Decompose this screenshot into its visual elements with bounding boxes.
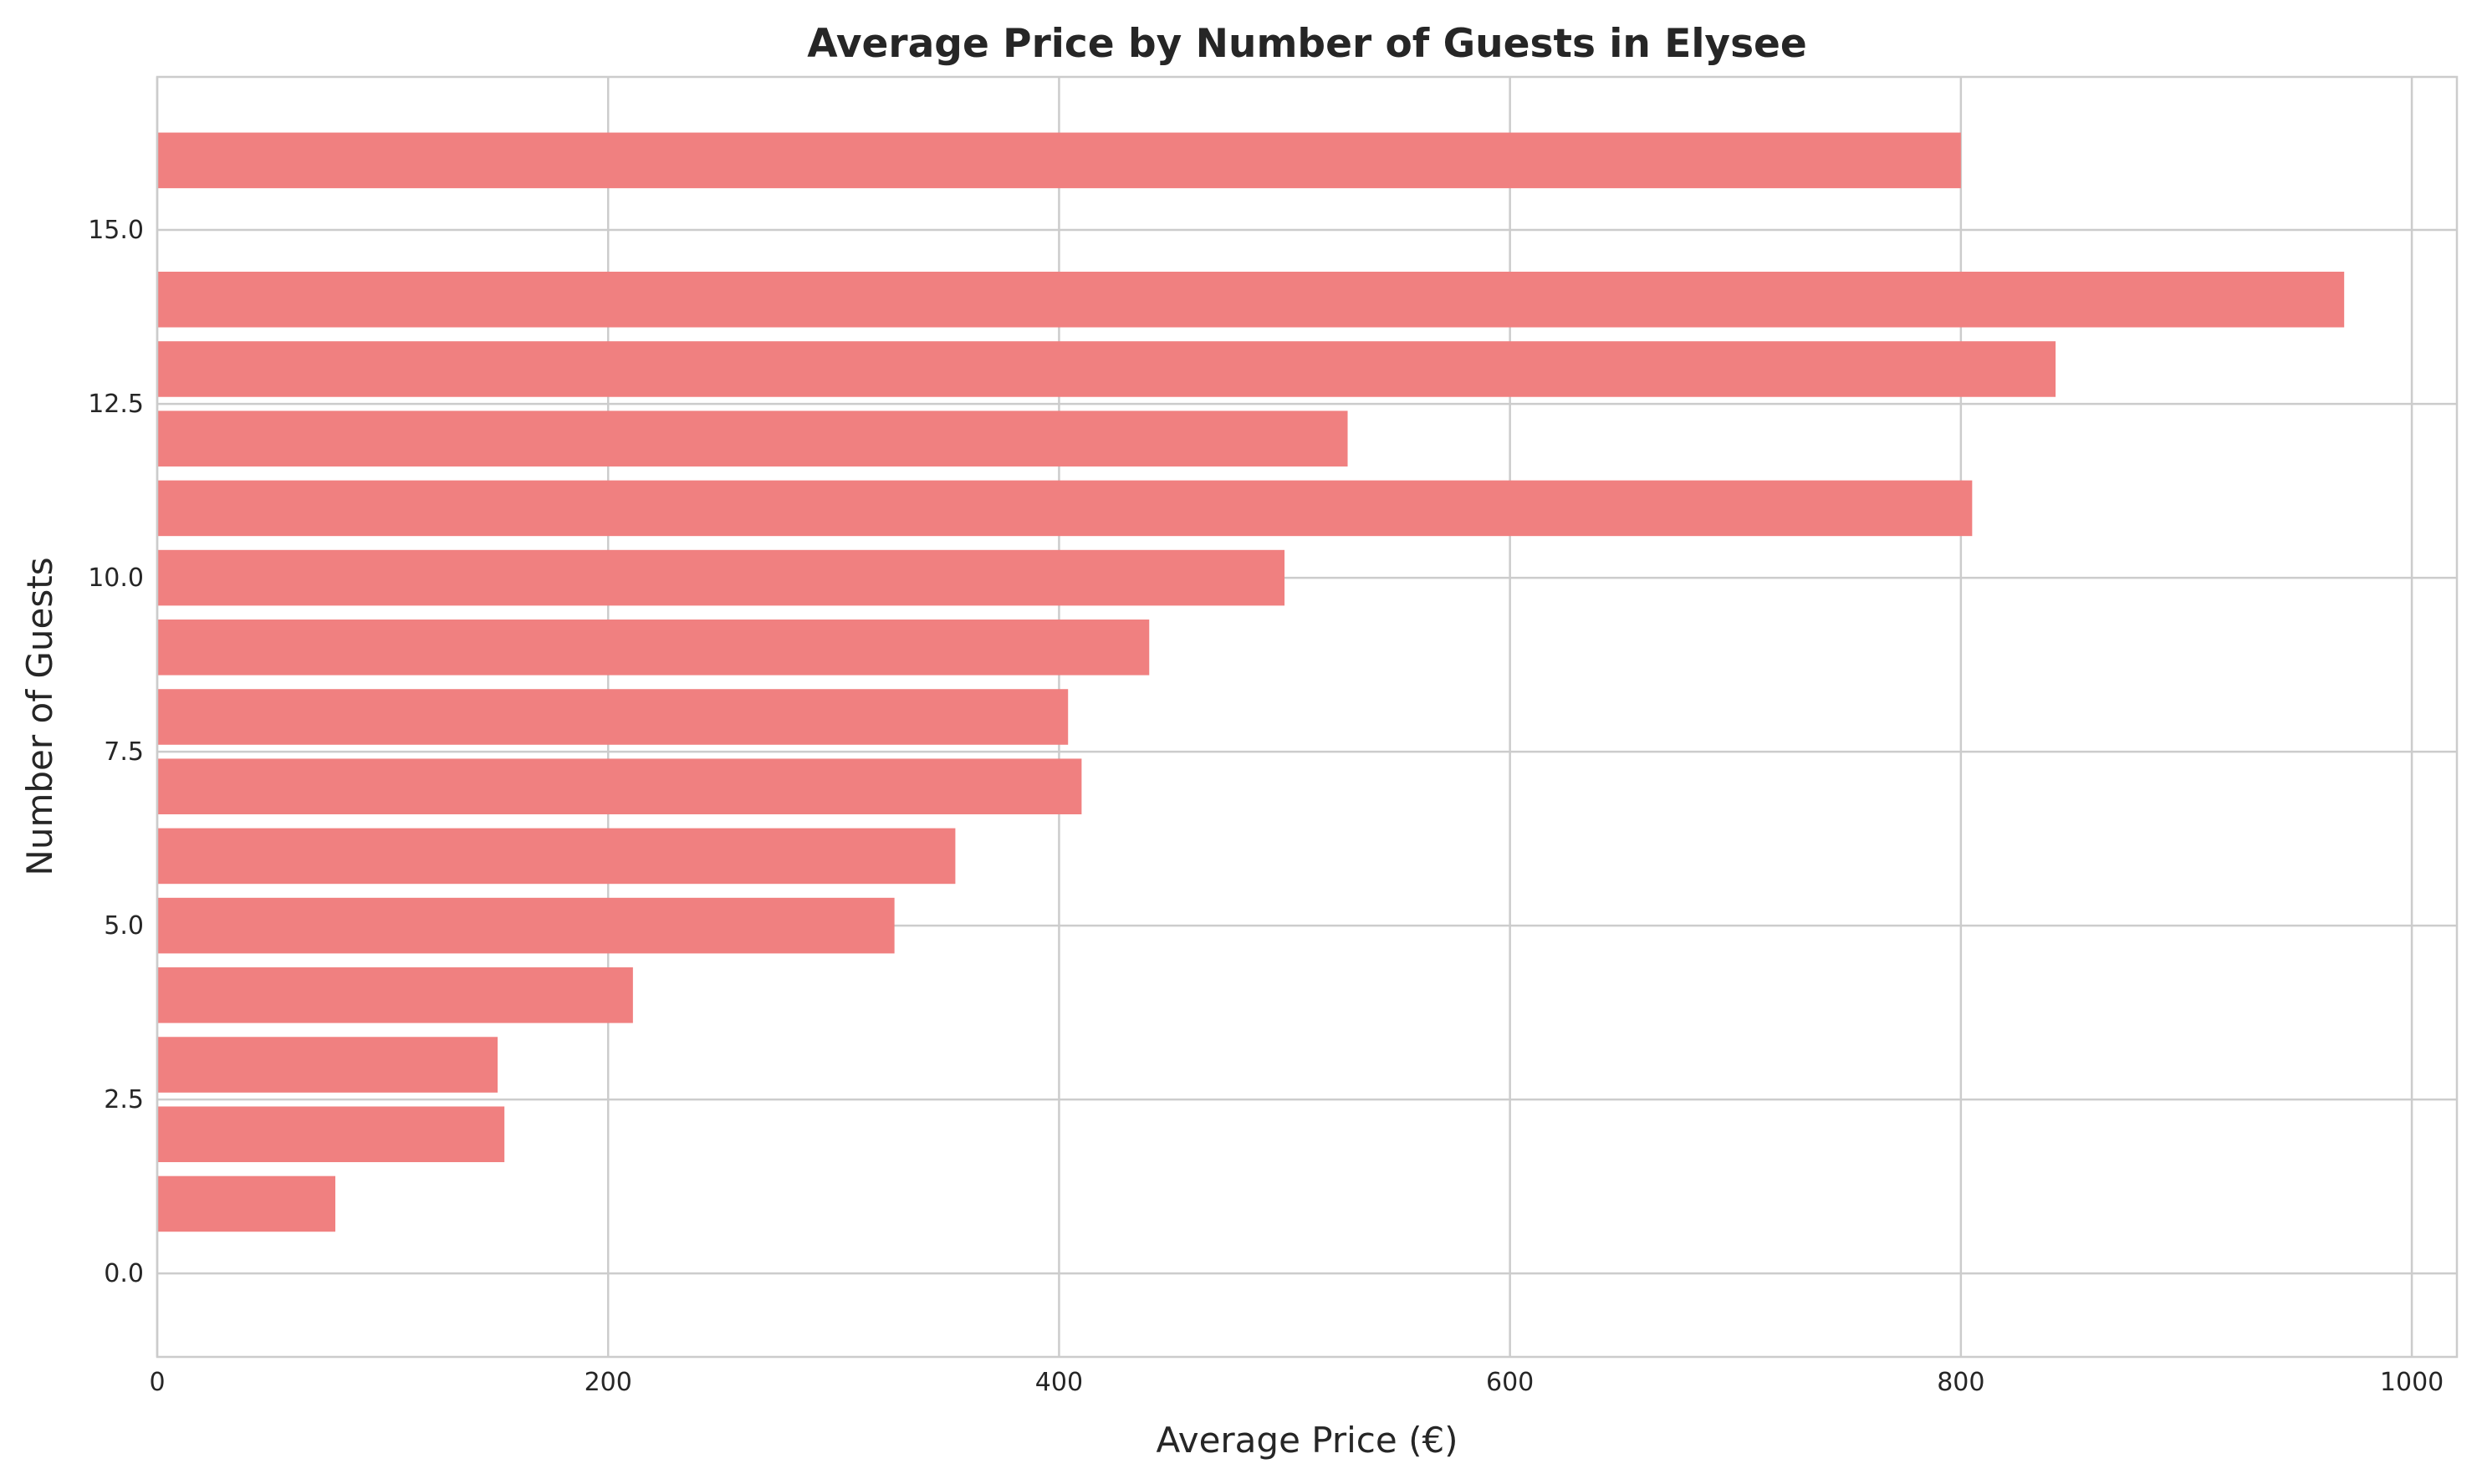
y-axis-label: Number of Guests xyxy=(19,557,60,875)
bar-guests-6 xyxy=(157,828,956,885)
bar-guests-11 xyxy=(157,480,1973,537)
x-tick-label: 0 xyxy=(149,1368,165,1397)
y-tick-label: 2.5 xyxy=(104,1085,144,1114)
bar-guests-16 xyxy=(157,132,1961,189)
bar-guests-1 xyxy=(157,1175,335,1232)
bar-guests-2 xyxy=(157,1106,505,1163)
bar-guests-9 xyxy=(157,620,1150,676)
x-tick-label: 400 xyxy=(1035,1368,1083,1397)
bar-guests-14 xyxy=(157,271,2345,328)
x-tick-label: 1000 xyxy=(2380,1368,2444,1397)
bar-guests-4 xyxy=(157,967,633,1023)
y-tick-label: 10.0 xyxy=(88,564,144,593)
y-tick-label: 15.0 xyxy=(88,216,144,245)
x-axis-label: Average Price (€) xyxy=(1156,1420,1458,1461)
chart-title: Average Price by Number of Guests in Ely… xyxy=(807,21,1807,67)
bar-guests-8 xyxy=(157,689,1069,745)
y-tick-label: 7.5 xyxy=(104,737,144,767)
bars xyxy=(157,132,2345,1232)
bar-guests-12 xyxy=(157,411,1348,467)
y-tick-labels: 0.0 2.5 5.0 7.5 10.0 12.5 15.0 xyxy=(88,216,144,1288)
bar-guests-13 xyxy=(157,341,2056,397)
plot-frame xyxy=(156,75,2459,1359)
x-tick-label: 600 xyxy=(1486,1368,1534,1397)
bar-guests-7 xyxy=(157,758,1082,814)
x-tick-labels: 0 200 400 600 800 1000 xyxy=(149,1368,2444,1397)
y-tick-label: 5.0 xyxy=(104,911,144,941)
bar-guests-5 xyxy=(157,897,895,954)
y-tick-label: 0.0 xyxy=(104,1259,144,1288)
x-tick-label: 800 xyxy=(1937,1368,1984,1397)
x-tick-label: 200 xyxy=(585,1368,632,1397)
bar-guests-10 xyxy=(157,549,1285,606)
bar-guests-3 xyxy=(157,1037,498,1093)
y-tick-label: 12.5 xyxy=(88,390,144,419)
